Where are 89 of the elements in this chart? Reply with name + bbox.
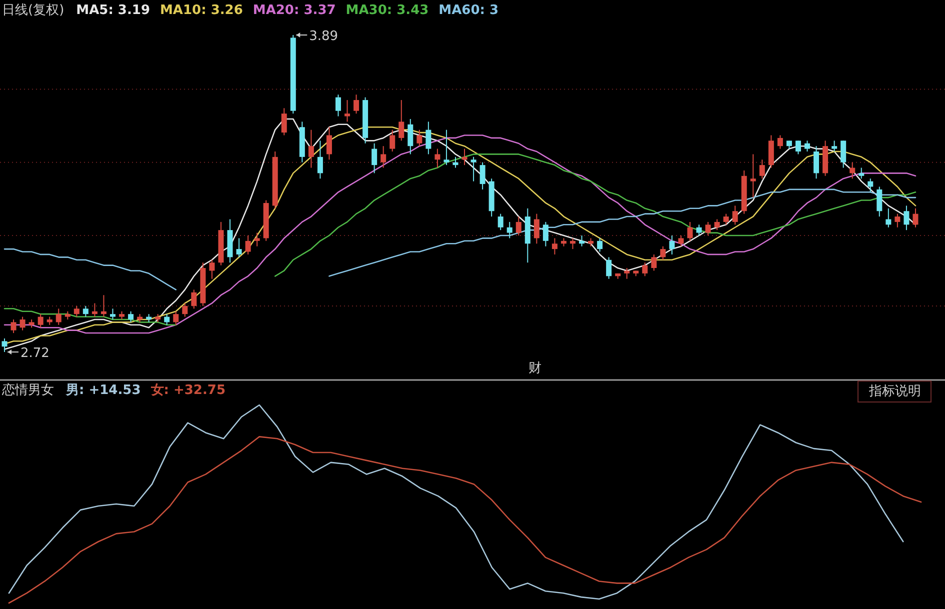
candlestick xyxy=(20,316,26,331)
candlestick xyxy=(597,238,603,252)
candlestick xyxy=(534,213,540,244)
text: MA30: 3.43 xyxy=(346,3,429,18)
candlestick xyxy=(894,213,900,228)
candlestick xyxy=(795,140,801,155)
candlestick xyxy=(516,216,522,236)
candlestick xyxy=(308,129,314,168)
candlestick xyxy=(191,289,197,310)
candlestick xyxy=(164,314,170,326)
candlestick xyxy=(579,234,585,247)
candlestick xyxy=(678,234,684,247)
candlestick xyxy=(390,129,396,152)
candlestick xyxy=(705,221,711,236)
candlestick xyxy=(209,259,215,280)
candlestick xyxy=(100,294,106,318)
text: MA10: 3.26 xyxy=(160,3,243,18)
candlestick xyxy=(904,205,910,231)
candlestick xyxy=(696,224,702,236)
candlestick xyxy=(56,308,62,326)
candlestick xyxy=(317,140,323,180)
candlestick xyxy=(408,118,414,155)
candlestick xyxy=(173,310,179,326)
candlestick xyxy=(416,129,422,147)
candlestick xyxy=(452,156,458,168)
candlestick xyxy=(552,238,558,255)
candlestick xyxy=(380,146,386,168)
candlestick xyxy=(570,238,576,250)
candlestick xyxy=(723,213,729,226)
text: 指标说明 xyxy=(868,384,921,399)
candlestick xyxy=(750,154,756,198)
candlestick xyxy=(912,208,918,228)
candlestick xyxy=(759,159,765,180)
candlestick xyxy=(344,100,350,122)
text: MA5: 3.19 xyxy=(76,3,150,18)
text: MA20: 3.37 xyxy=(252,3,336,18)
candlestick xyxy=(434,148,440,168)
candlestick xyxy=(470,156,476,182)
candlestick xyxy=(480,162,486,190)
candlestick xyxy=(814,146,820,180)
annotation: 2.72 xyxy=(20,346,50,361)
candlestick xyxy=(236,238,242,258)
candlestick xyxy=(858,167,864,180)
candlestick xyxy=(840,140,846,168)
candlestick xyxy=(335,94,341,117)
candlestick xyxy=(110,308,116,320)
candlestick xyxy=(804,140,810,152)
candlestick xyxy=(92,302,98,318)
candlestick xyxy=(254,232,260,247)
candlestick xyxy=(281,108,287,136)
candlestick xyxy=(850,162,856,180)
text: 财 xyxy=(528,361,542,376)
candlestick xyxy=(182,302,188,318)
candlestick xyxy=(687,221,693,242)
candlestick xyxy=(606,256,612,280)
candlestick xyxy=(498,213,504,231)
candlestick xyxy=(876,186,882,218)
chart-title: 恋情男女 xyxy=(1,382,54,398)
text: 女: +32.75 xyxy=(150,383,226,398)
candlestick xyxy=(82,305,88,318)
candlestick xyxy=(669,234,675,255)
candlestick xyxy=(660,246,666,260)
candlestick xyxy=(326,126,332,160)
candlestick xyxy=(832,140,838,152)
candlestick xyxy=(38,314,44,328)
candlestick xyxy=(354,94,360,114)
candlestick xyxy=(10,318,16,334)
candlestick xyxy=(372,142,378,174)
text: 男: +14.53 xyxy=(65,383,141,398)
candlestick xyxy=(462,148,468,166)
candlestick xyxy=(642,262,648,277)
candlestick xyxy=(398,100,404,142)
candlestick xyxy=(444,129,450,166)
candlestick xyxy=(506,221,512,239)
candlestick xyxy=(624,268,630,280)
candlestick xyxy=(732,205,738,226)
annotation: 3.89 xyxy=(309,29,338,44)
candlestick xyxy=(714,218,720,231)
chart-title: 日线(复权) xyxy=(2,3,64,18)
candlestick xyxy=(651,254,657,272)
candlestick xyxy=(542,221,548,247)
candlestick xyxy=(426,121,432,155)
candlestick xyxy=(868,178,874,193)
candlestick xyxy=(777,134,783,150)
candlestick xyxy=(128,310,134,323)
text: MA60: 3 xyxy=(438,3,499,18)
candlestick xyxy=(886,208,892,228)
candlestick xyxy=(245,234,251,255)
candlestick xyxy=(74,305,80,318)
